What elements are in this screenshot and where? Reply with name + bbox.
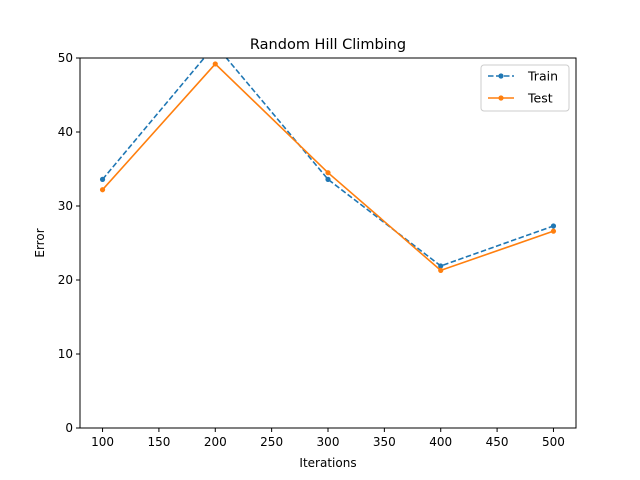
- x-tick-label: 100: [91, 435, 114, 449]
- train-series-line: [101, 58, 554, 267]
- x-tick-label: 400: [429, 435, 452, 449]
- x-tick-label: 450: [486, 435, 509, 449]
- legend-test-marker: [498, 95, 504, 101]
- y-tick-label: 20: [58, 273, 73, 287]
- train-data-point: [99, 176, 106, 182]
- y-axis-ticks: 0 10 20 30 40 50: [58, 51, 80, 435]
- test-data-point: [550, 228, 557, 234]
- test-data-point: [325, 170, 331, 176]
- x-axis-ticks: 100 150 200 250 300 350 400 450 500: [91, 428, 565, 449]
- y-tick-label: 40: [58, 125, 73, 139]
- x-tick-label: 250: [260, 435, 283, 449]
- y-tick-label: 50: [58, 51, 73, 65]
- x-tick-label: 300: [317, 435, 340, 449]
- x-tick-label: 150: [147, 435, 170, 449]
- x-tick-label: 350: [373, 435, 396, 449]
- legend-test-label: Test: [527, 91, 553, 106]
- plot-frame: [79, 57, 577, 429]
- test-data-point: [212, 61, 218, 67]
- test-data-point: [438, 267, 444, 273]
- y-axis-label: Error: [33, 228, 47, 257]
- x-tick-label: 200: [204, 435, 227, 449]
- y-tick-label: 10: [58, 347, 73, 361]
- x-axis-label: Iterations: [299, 456, 356, 470]
- chart-title: Random Hill Climbing: [250, 37, 406, 53]
- train-data-point: [438, 263, 444, 269]
- legend: Train Test: [480, 64, 570, 112]
- y-tick-label: 0: [65, 421, 73, 435]
- train-data-point: [325, 176, 331, 182]
- train-data-point: [550, 223, 557, 229]
- test-data-point: [99, 187, 106, 193]
- y-tick-label: 30: [58, 199, 73, 213]
- legend-train-label: Train: [527, 69, 558, 84]
- legend-train-marker: [498, 73, 504, 79]
- x-tick-label: 500: [542, 435, 565, 449]
- marker-layer: [99, 61, 557, 273]
